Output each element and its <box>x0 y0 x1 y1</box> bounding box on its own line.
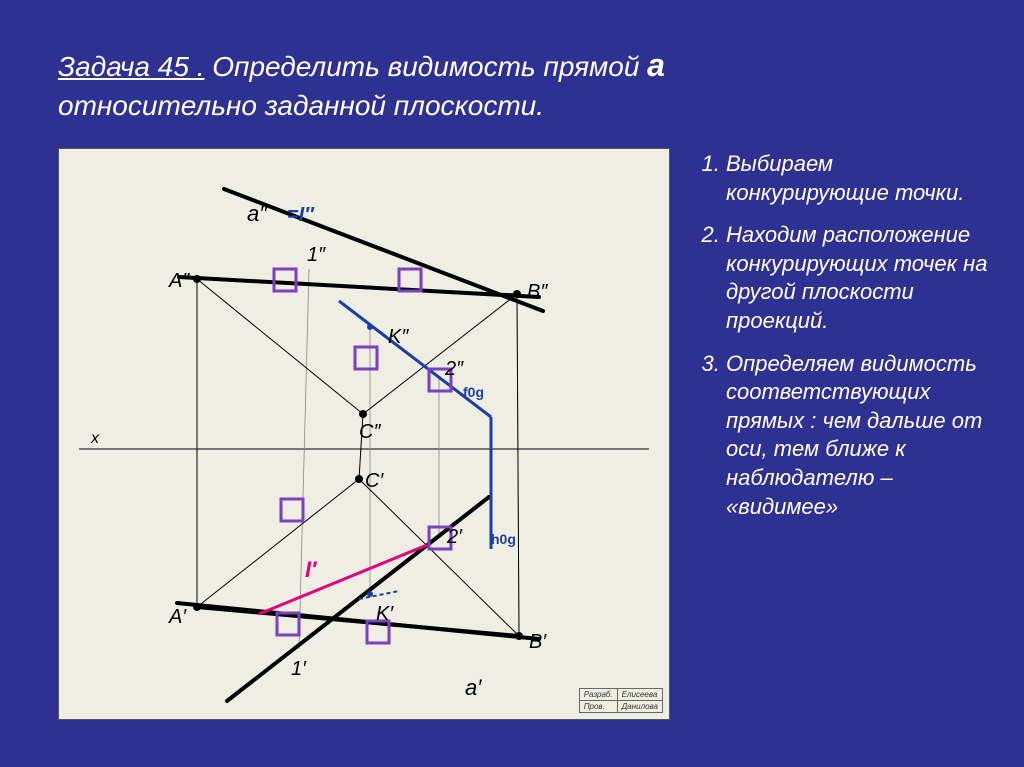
svg-text:2′: 2′ <box>446 526 463 548</box>
svg-text:B″: B″ <box>527 281 548 303</box>
svg-text:1″: 1″ <box>307 244 326 266</box>
svg-text:2″: 2″ <box>444 358 464 380</box>
drawing-titleblock: Разраб.ЕлисееваПров.Данилова <box>579 688 663 713</box>
svg-text:A′: A′ <box>168 606 187 628</box>
svg-text:K′: K′ <box>376 603 394 625</box>
svg-text:C″: C″ <box>359 421 381 443</box>
diagram-svg: x A″ B″ C″ A′ B′ C′ K″ K′ 1″ 2″ 1′ 2′ a″ a′ I′ =I″ f0g h0g <box>59 149 669 719</box>
geometry-diagram: x A″ B″ C″ A′ B′ C′ K″ K′ 1″ 2″ 1′ 2′ a″ a′ I′ =I″ f0g h0g… <box>58 148 670 720</box>
title-text-2: относительно заданной плоскости. <box>58 90 544 121</box>
svg-text:B′: B′ <box>529 631 547 653</box>
svg-text:A″: A″ <box>168 270 190 292</box>
slide-title: Задача 45 . Определить видимость прямой … <box>58 44 958 125</box>
svg-text:x: x <box>90 430 100 447</box>
svg-text:K″: K″ <box>388 326 409 348</box>
svg-text:=I″: =I″ <box>287 204 315 226</box>
step-item-3: Определяем видимость соответствующих пря… <box>726 350 998 522</box>
svg-text:a″: a″ <box>247 201 268 226</box>
title-task-number: Задача 45 . <box>58 51 204 82</box>
svg-text:1′: 1′ <box>291 658 307 680</box>
steps-list: Выбираем конкурирующие точки. Находим рас… <box>698 150 998 535</box>
step-item-1: Выбираем конкурирующие точки. <box>726 150 998 207</box>
svg-text:h0g: h0g <box>491 531 516 547</box>
svg-text:I′: I′ <box>305 557 318 582</box>
title-variable-a: а <box>647 47 665 83</box>
svg-text:a′: a′ <box>465 675 482 700</box>
step-item-2: Находим расположение конкурирующих точек… <box>726 221 998 335</box>
svg-text:C′: C′ <box>365 470 384 492</box>
title-text-1: Определить видимость прямой <box>204 51 647 82</box>
svg-text:f0g: f0g <box>463 384 484 400</box>
